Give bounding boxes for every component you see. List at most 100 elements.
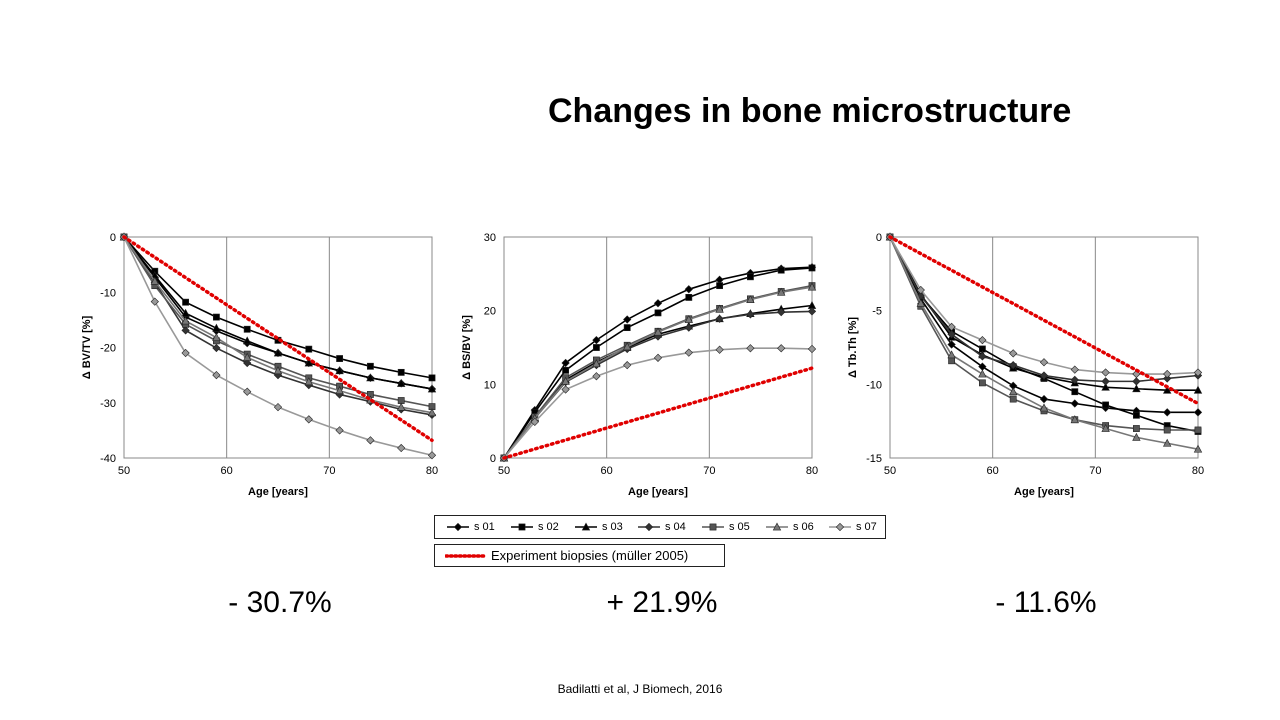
data-point: [213, 313, 220, 321]
series-line: [123, 236, 433, 457]
data-point: [1070, 399, 1079, 408]
data-point: [715, 345, 724, 354]
data-point: [1009, 395, 1017, 403]
data-point: [1071, 388, 1079, 396]
data-point: [1101, 382, 1110, 391]
data-point: [715, 314, 724, 323]
data-point: [808, 264, 816, 272]
plot-area: [123, 236, 433, 459]
data-point: [947, 330, 956, 339]
data-point: [427, 408, 437, 417]
data-point: [530, 417, 539, 427]
legend-swatch-icon: [829, 522, 851, 532]
data-point: [653, 327, 663, 336]
data-point: [1009, 349, 1018, 358]
dotted-line-icon: [445, 553, 487, 558]
data-point: [181, 326, 190, 335]
data-point: [366, 373, 375, 382]
legend-item: s 05: [700, 516, 750, 538]
data-point: [181, 348, 190, 358]
data-point: [366, 362, 374, 370]
data-point: [243, 336, 252, 345]
data-point: [397, 368, 405, 376]
data-point: [243, 358, 252, 368]
y-tick-label: 30: [484, 232, 496, 244]
data-point: [273, 403, 283, 412]
legend-marker: [835, 522, 845, 532]
tbth-chart: 50 60 70 80 0 -5 -10 -15 Age [years] Δ Tb.Th [%]: [847, 232, 1204, 498]
bvtv-result: - 30.7%: [228, 586, 332, 619]
data-point: [335, 366, 344, 375]
citation: Badilatti et al, J Biomech, 2016: [557, 682, 723, 696]
data-point: [746, 344, 755, 353]
y-tick-label: -40: [100, 453, 116, 465]
legend-swatch-icon: [511, 523, 533, 531]
y-tick-label: 0: [490, 453, 496, 465]
series-line: [889, 236, 1199, 450]
legend-label: s 05: [729, 521, 750, 533]
data-point: [684, 314, 693, 323]
legend-label: s 02: [538, 521, 559, 533]
y-tick-label: 0: [876, 232, 882, 244]
data-point: [335, 426, 344, 435]
data-point: [716, 282, 723, 290]
data-point: [1070, 365, 1079, 374]
data-point: [273, 348, 283, 357]
y-tick-label: 20: [484, 306, 496, 318]
data-point: [947, 350, 956, 359]
data-point: [807, 344, 817, 354]
x-tick-label: 70: [703, 465, 715, 477]
data-point: [1163, 408, 1172, 417]
y-tick-label: -20: [100, 343, 116, 355]
y-tick-label: -5: [872, 306, 882, 318]
tbth-result: - 11.6%: [995, 586, 1097, 619]
data-point: [777, 344, 786, 353]
data-point: [212, 323, 221, 332]
data-point: [1039, 403, 1049, 412]
data-point: [684, 348, 693, 357]
experiment-line: [502, 366, 814, 460]
data-point: [592, 336, 601, 345]
data-point: [561, 385, 570, 394]
data-point: [593, 344, 600, 351]
y-axis-label: Δ BS/BV [%]: [461, 315, 473, 380]
data-point: [1193, 408, 1203, 417]
legend-swatch-icon: [702, 523, 724, 531]
series-line: [889, 236, 1199, 375]
legend-marker: [581, 522, 591, 531]
data-point: [1163, 369, 1172, 379]
x-tick-label: 80: [806, 465, 818, 477]
legend-marker: [709, 523, 717, 531]
experiment-line: [888, 235, 1200, 406]
bsbv-chart: 50 60 70 80 0 10 20 30 Age [years] Δ BS/BV [%]: [461, 232, 818, 498]
x-tick-label: 70: [323, 465, 335, 477]
data-point: [304, 415, 313, 424]
data-point: [715, 304, 724, 313]
data-point: [948, 357, 955, 365]
x-tick-label: 60: [221, 465, 233, 477]
data-point: [623, 342, 632, 351]
data-point: [336, 355, 343, 362]
legend-item: s 07: [827, 516, 877, 538]
legend-item: s 06: [764, 516, 814, 538]
legend-item: Experiment biopsies (müller 2005): [445, 545, 688, 566]
data-point: [182, 298, 189, 306]
series-line: [889, 236, 1198, 414]
data-point: [777, 287, 786, 296]
data-point: [150, 297, 159, 306]
plot-area: [889, 236, 1199, 459]
data-point: [212, 371, 221, 380]
data-point: [397, 443, 406, 453]
data-point: [979, 379, 986, 387]
legend-swatch-icon: [575, 522, 597, 531]
data-point: [684, 323, 693, 332]
data-point: [746, 310, 755, 319]
data-point: [181, 316, 190, 325]
data-point: [1132, 377, 1141, 386]
legend-label: s 06: [793, 521, 814, 533]
legend-label: s 04: [665, 521, 686, 533]
data-point: [243, 325, 251, 333]
data-point: [561, 358, 570, 368]
data-point: [1039, 371, 1049, 380]
x-axis-label: Age [years]: [1014, 486, 1074, 498]
